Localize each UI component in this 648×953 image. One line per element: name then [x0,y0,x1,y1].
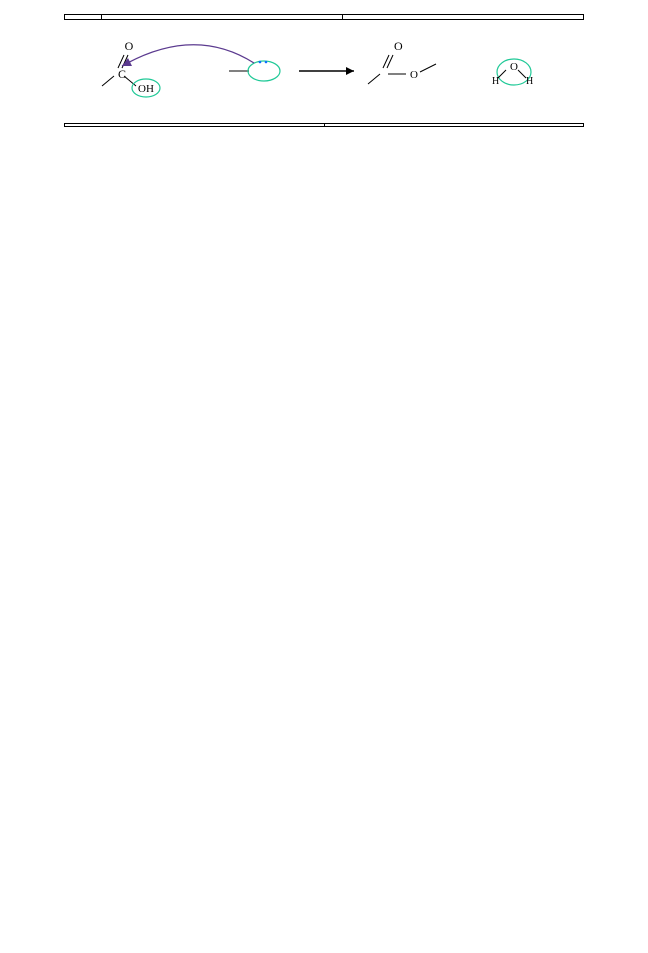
svg-text:H: H [526,76,533,87]
th-odor [65,124,325,127]
svg-text:OH: OH [138,83,154,95]
mechanism-svg: O C OH O O O [74,30,574,110]
th-tube [65,15,102,20]
svg-text:C: C [118,67,126,81]
th-alcohol [102,15,343,20]
svg-text:O: O [510,61,518,73]
mechanism-example: O C OH O O O [8,30,640,113]
odor-table [64,123,584,127]
th-ester [324,124,584,127]
th-carboxylic [343,15,584,20]
reagent-table [64,14,584,20]
svg-text:H: H [492,76,499,87]
svg-text:O: O [410,69,418,81]
svg-text:O: O [394,39,403,53]
svg-text:O: O [125,39,134,53]
